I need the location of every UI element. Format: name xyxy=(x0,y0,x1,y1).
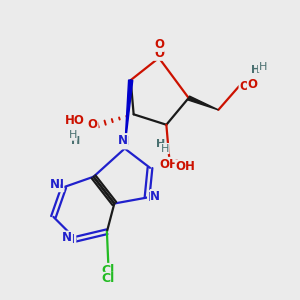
Text: H: H xyxy=(68,130,77,140)
Text: O: O xyxy=(239,80,250,93)
Text: N: N xyxy=(65,233,75,246)
Text: N: N xyxy=(53,178,64,191)
Text: H: H xyxy=(161,143,169,154)
Text: O: O xyxy=(154,47,164,60)
Polygon shape xyxy=(125,80,133,148)
Text: OH: OH xyxy=(175,160,195,173)
Text: N: N xyxy=(148,191,158,204)
Text: N: N xyxy=(150,190,160,202)
Text: N: N xyxy=(120,136,130,148)
Text: Cl: Cl xyxy=(102,272,115,286)
Text: N: N xyxy=(50,178,60,191)
Text: HO: HO xyxy=(65,114,85,127)
Text: O: O xyxy=(88,118,98,131)
Text: O: O xyxy=(248,78,257,91)
Text: H: H xyxy=(156,139,165,149)
Text: N: N xyxy=(118,134,128,147)
Text: O: O xyxy=(154,38,164,51)
Text: N: N xyxy=(62,231,72,244)
Text: Cl: Cl xyxy=(102,264,115,277)
Text: H: H xyxy=(259,62,267,72)
Polygon shape xyxy=(188,96,218,110)
Text: H: H xyxy=(251,65,260,75)
Text: OH: OH xyxy=(159,158,179,171)
Text: H: H xyxy=(71,136,80,146)
